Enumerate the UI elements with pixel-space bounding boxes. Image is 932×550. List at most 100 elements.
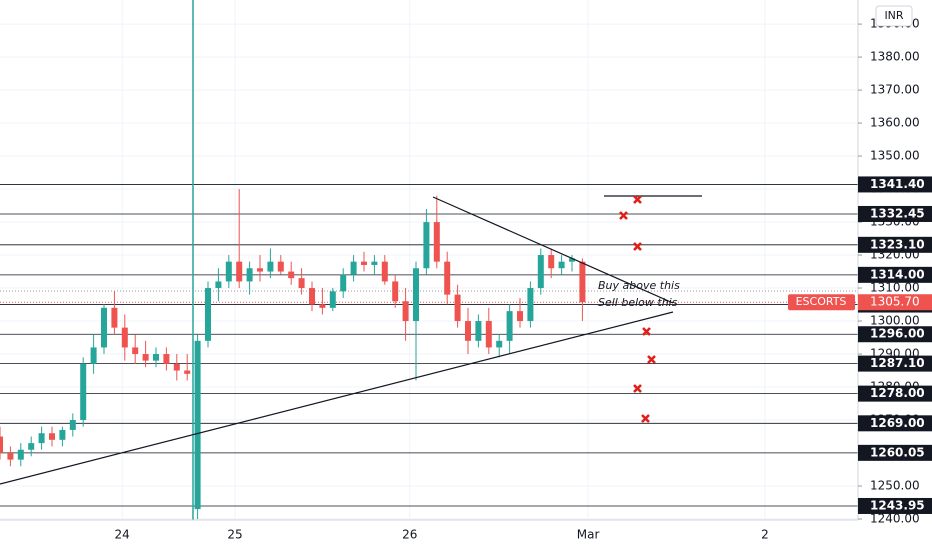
candle-body bbox=[579, 261, 586, 303]
candle-body bbox=[0, 436, 3, 454]
level-labels: 1341.401332.451323.101314.001305.001296.… bbox=[788, 176, 932, 514]
x-tick-label: 24 bbox=[115, 528, 130, 542]
candle-body bbox=[236, 261, 243, 282]
y-tick-label: 1300.00 bbox=[870, 314, 920, 328]
level-label: 1314.00 bbox=[870, 267, 925, 281]
last-price-label: 1305.70 bbox=[870, 295, 920, 309]
level-label: 1323.10 bbox=[870, 237, 925, 251]
candle-body bbox=[569, 258, 575, 262]
candle-body bbox=[381, 261, 388, 282]
candle-body bbox=[163, 354, 170, 364]
candle-body bbox=[485, 321, 492, 348]
y-tick-label: 1350.00 bbox=[870, 149, 920, 163]
candle-body bbox=[475, 321, 482, 341]
level-box bbox=[858, 176, 932, 193]
level-box bbox=[858, 444, 932, 461]
candle-body bbox=[111, 307, 118, 328]
candle-body bbox=[194, 340, 201, 510]
candle-body bbox=[413, 268, 419, 322]
candle-body bbox=[277, 261, 284, 272]
candle-body bbox=[90, 347, 97, 364]
currency-box bbox=[875, 5, 913, 27]
candle-body bbox=[371, 261, 378, 265]
candle-body bbox=[101, 307, 107, 348]
cross-markers bbox=[619, 195, 656, 423]
candle-body bbox=[433, 222, 440, 262]
candle-body bbox=[558, 261, 565, 269]
candle-body bbox=[153, 354, 159, 361]
candle-body bbox=[49, 433, 55, 440]
candle-body bbox=[506, 311, 513, 341]
candle-body bbox=[173, 363, 180, 371]
candle-body bbox=[350, 261, 357, 275]
candle-body bbox=[309, 288, 315, 305]
level-label: 1287.10 bbox=[870, 356, 925, 370]
candle-body bbox=[257, 268, 263, 272]
level-box bbox=[858, 326, 932, 343]
annotation: Sell below this bbox=[598, 296, 678, 309]
candle-body bbox=[38, 433, 45, 444]
candle-body bbox=[527, 288, 534, 322]
candle-body bbox=[142, 354, 149, 361]
candle-body bbox=[517, 311, 523, 322]
candle-body bbox=[80, 363, 87, 421]
candle-body bbox=[298, 278, 305, 289]
candle-body bbox=[267, 261, 274, 272]
candle-body bbox=[288, 271, 295, 279]
candle-body bbox=[402, 301, 409, 322]
level-label: 1341.40 bbox=[870, 177, 925, 191]
level-label: 1260.05 bbox=[870, 445, 925, 459]
candle-body bbox=[184, 370, 191, 374]
grid bbox=[0, 0, 858, 520]
level-box bbox=[858, 385, 932, 402]
level-box bbox=[858, 415, 932, 432]
candle-body bbox=[465, 321, 471, 341]
x-tick-label: 26 bbox=[402, 528, 417, 542]
candle-body bbox=[361, 261, 367, 265]
candle-body bbox=[496, 340, 503, 348]
trend-line-upper bbox=[432, 196, 674, 304]
level-label: 1278.00 bbox=[870, 386, 925, 400]
y-tick-label: 1360.00 bbox=[870, 116, 920, 130]
level-box bbox=[858, 355, 932, 372]
level-label: 1296.00 bbox=[870, 327, 925, 341]
level-box bbox=[858, 205, 932, 222]
candle-body bbox=[215, 281, 222, 289]
candle-body bbox=[205, 288, 211, 341]
level-box bbox=[858, 497, 932, 514]
y-tick-label: 1250.00 bbox=[870, 479, 920, 493]
x-tick-label: Mar bbox=[577, 528, 600, 542]
candle-body bbox=[225, 261, 232, 282]
level-box bbox=[858, 236, 932, 253]
candle-body bbox=[444, 261, 451, 295]
x-tick-label: 25 bbox=[227, 528, 242, 542]
candle-body bbox=[548, 255, 555, 269]
candle-body bbox=[246, 268, 253, 282]
annotation: Buy above this bbox=[598, 279, 680, 292]
level-label: 1269.00 bbox=[870, 416, 925, 430]
candle-body bbox=[121, 327, 128, 348]
candle-body bbox=[17, 449, 24, 460]
candle-body bbox=[132, 347, 139, 355]
candle-body bbox=[69, 420, 76, 430]
symbol-box bbox=[788, 294, 855, 311]
level-label: 1332.45 bbox=[870, 206, 925, 220]
y-tick-label: 1380.00 bbox=[870, 50, 920, 64]
candle-body bbox=[340, 274, 347, 292]
candle-body bbox=[454, 294, 461, 322]
level-label: 1243.95 bbox=[870, 498, 925, 512]
last-price-box bbox=[858, 294, 932, 311]
candle-body bbox=[7, 453, 14, 460]
candle-body bbox=[59, 429, 66, 440]
currency: INR bbox=[884, 9, 903, 22]
level-box bbox=[858, 266, 932, 283]
candles bbox=[0, 189, 586, 520]
candle-body bbox=[28, 443, 35, 450]
candle-body bbox=[537, 255, 544, 289]
y-tick-label: 1310.00 bbox=[870, 281, 920, 295]
candle-body bbox=[319, 304, 326, 308]
y-tick-label: 1370.00 bbox=[870, 83, 920, 97]
x-tick-label: 2 bbox=[761, 528, 769, 542]
